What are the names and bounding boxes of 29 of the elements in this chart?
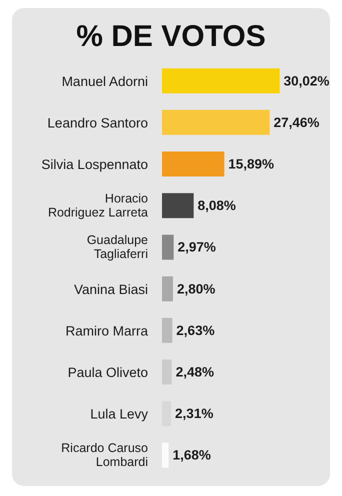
data-label: 2,31% xyxy=(175,406,214,422)
bar xyxy=(162,68,280,94)
data-label: 15,89% xyxy=(228,156,274,172)
y-tick-label: Manuel Adorni xyxy=(62,73,148,88)
y-tick-label: Horacio Rodriguez Larreta xyxy=(48,192,148,220)
bar xyxy=(162,193,194,218)
y-tick-label: Ramiro Marra xyxy=(65,322,148,338)
data-label: 30,02% xyxy=(284,73,330,88)
data-label: 2,97% xyxy=(178,240,216,255)
y-tick-label: Vanina Biasi xyxy=(74,281,148,296)
bar xyxy=(162,234,174,260)
data-label: 2,48% xyxy=(176,364,214,380)
y-tick-label: Lula Levy xyxy=(90,406,148,422)
bar xyxy=(162,110,270,135)
bar xyxy=(162,152,224,177)
bar xyxy=(162,318,172,343)
y-tick-label: Silvia Lospennato xyxy=(41,156,148,172)
y-tick-label: Guadalupe Tagliaferri xyxy=(86,233,148,262)
data-label: 2,80% xyxy=(176,281,216,296)
chart-title: % DE VOTOS xyxy=(75,19,267,54)
bar xyxy=(162,276,173,302)
y-tick-label: Ricardo Caruso Lombardi xyxy=(61,441,148,470)
data-label: 8,08% xyxy=(198,198,236,214)
y-tick-label: Paula Oliveto xyxy=(68,364,148,380)
data-label: 2,63% xyxy=(176,322,215,338)
y-tick-label: Leandro Santoro xyxy=(47,114,148,130)
bar xyxy=(162,360,172,385)
data-label: 1,68% xyxy=(172,448,211,463)
data-label: 27,46% xyxy=(274,114,320,130)
